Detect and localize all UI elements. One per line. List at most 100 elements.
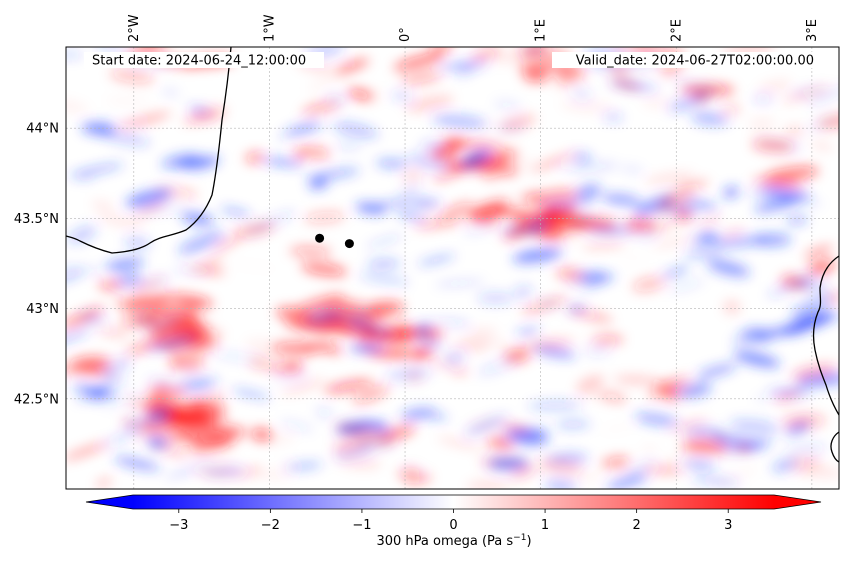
omega-blob (505, 223, 532, 241)
omega-blob (147, 335, 197, 351)
omega-blob (624, 218, 655, 231)
omega-blob (754, 394, 774, 402)
omega-blob (453, 141, 506, 150)
omega-blob (66, 442, 108, 461)
omega-blob (654, 196, 692, 212)
colorbar-gradient (133, 495, 774, 509)
omega-blob (642, 95, 672, 109)
omega-blob (324, 379, 373, 393)
map-panel[interactable]: Start date: 2024-06-24_12:00:00 Valid_da… (43, 33, 850, 493)
omega-blob (591, 335, 624, 345)
omega-blob (250, 428, 273, 442)
omega-blob (402, 170, 423, 182)
omega-blob (137, 205, 194, 213)
omega-blob (215, 460, 240, 470)
omega-blob (182, 344, 212, 351)
omega-blob (305, 168, 361, 181)
omega-blob (170, 429, 206, 438)
omega-blob (269, 362, 304, 373)
colorbar-tick-label: 1 (541, 518, 549, 533)
omega-blob (568, 308, 613, 323)
omega-blob (385, 367, 432, 382)
omega-blob (169, 359, 187, 369)
omega-blob (357, 438, 395, 449)
omega-blob (460, 149, 492, 169)
omega-blob (248, 356, 274, 370)
omega-blob (613, 376, 660, 384)
latitude-label: 43°N (26, 302, 59, 317)
omega-blob (466, 480, 511, 489)
omega-blob (122, 341, 158, 357)
omega-blob (91, 201, 115, 210)
omega-blob (101, 358, 132, 376)
omega-blob (674, 80, 722, 94)
start-date-label: Start date: 2024-06-24_12:00:00 (92, 54, 306, 69)
omega-blob (652, 235, 698, 249)
omega-blob (179, 380, 211, 390)
omega-blob (365, 349, 410, 359)
omega-blob (765, 166, 819, 182)
omega-blob (165, 308, 201, 315)
omega-field (66, 47, 839, 489)
omega-blob (79, 312, 106, 325)
omega-blob (316, 306, 368, 312)
omega-blob (420, 142, 446, 150)
omega-blob (467, 417, 501, 431)
omega-blob (279, 420, 315, 432)
omega-blob (558, 158, 591, 171)
omega-blob (93, 47, 130, 55)
omega-blob (335, 143, 362, 149)
omega-blob (807, 259, 836, 275)
station-markers (315, 233, 354, 249)
omega-blob (646, 220, 674, 234)
omega-blob (660, 179, 709, 204)
omega-blob (784, 125, 805, 137)
omega-blob (523, 70, 550, 82)
omega-blob (367, 260, 401, 267)
omega-blob (168, 353, 206, 359)
omega-blob (518, 62, 559, 72)
omega-blob (400, 408, 436, 420)
omega-blob (634, 412, 679, 427)
omega-blob (245, 339, 284, 354)
omega-blob (790, 294, 834, 318)
omega-blob (641, 446, 658, 453)
omega-blob (464, 215, 499, 225)
omega-blob (293, 145, 312, 161)
omega-blob (512, 427, 545, 444)
omega-blob (285, 462, 323, 470)
longitude-label: 2°E (669, 19, 684, 42)
omega-blob (347, 322, 394, 336)
station-marker (344, 239, 354, 249)
omega-blob (160, 153, 201, 169)
omega-blob (70, 356, 112, 370)
station-marker (315, 233, 325, 243)
omega-blob (456, 63, 478, 77)
omega-blob (105, 258, 145, 271)
omega-blob (434, 280, 485, 287)
omega-blob (632, 276, 666, 292)
omega-blob (780, 418, 817, 426)
omega-blob (532, 189, 580, 203)
omega-blob (500, 424, 530, 432)
omega-blob (752, 95, 774, 103)
omega-blob (470, 48, 502, 61)
omega-blob (301, 101, 341, 115)
omega-blob (194, 468, 237, 478)
omega-blob (66, 265, 105, 274)
omega-blob (114, 457, 160, 471)
colorbar-outline (85, 494, 822, 510)
omega-blob (690, 111, 729, 126)
colorbar-tick-label: 0 (449, 518, 457, 533)
omega-blob (109, 69, 155, 84)
omega-blob (66, 51, 84, 59)
omega-blob (668, 92, 712, 112)
omega-blob (499, 114, 537, 132)
omega-blob (147, 383, 170, 398)
omega-blob (161, 89, 180, 96)
colorbar[interactable]: −3 −2 −1 0 1 2 3 300 hPa omega (Pa s−1) (85, 494, 822, 549)
coastline-east (812, 255, 839, 416)
omega-blob (161, 413, 213, 432)
omega-blob (564, 473, 606, 480)
